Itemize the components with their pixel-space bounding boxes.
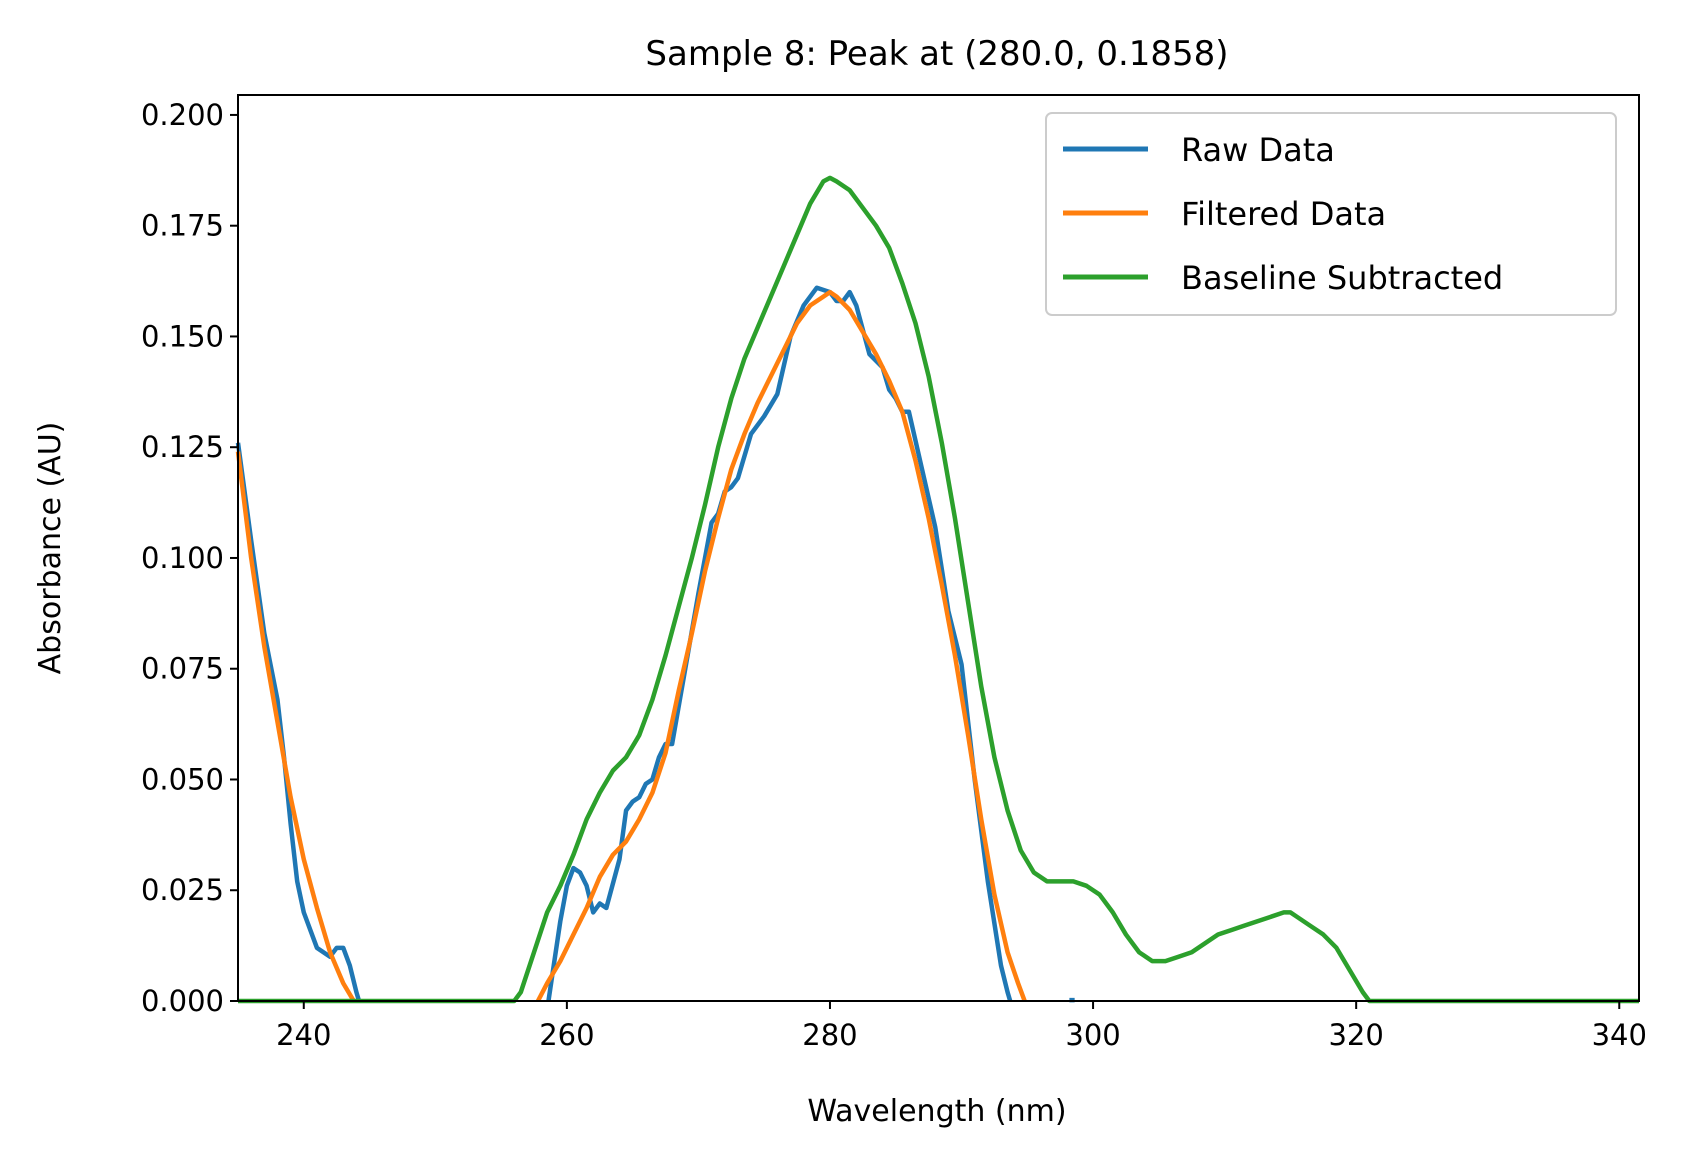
x-tick-label: 280 xyxy=(802,1018,857,1052)
x-tick-label: 320 xyxy=(1328,1018,1383,1052)
y-tick-label: 0.100 xyxy=(141,541,224,575)
series-layer xyxy=(235,175,1639,1004)
legend-box xyxy=(1045,112,1617,316)
y-tick-label: 0.175 xyxy=(141,209,224,243)
x-tick-label: 340 xyxy=(1592,1018,1647,1052)
chart-title: Sample 8: Peak at (280.0, 0.1858) xyxy=(645,34,1228,74)
y-axis-label: Absorbance (AU) xyxy=(33,422,68,675)
series-line-raw-0 xyxy=(235,442,362,1002)
x-axis-ticks: 240 260 280 300 320 340 xyxy=(276,1001,1647,1052)
legend-label-baseline: Baseline Subtracted xyxy=(1181,259,1503,297)
x-tick-label: 260 xyxy=(539,1018,594,1052)
series-line-filtered-1 xyxy=(535,289,1027,1003)
y-tick-label: 0.200 xyxy=(141,98,224,132)
y-tick-label: 0.000 xyxy=(141,984,224,1018)
legend-label-raw: Raw Data xyxy=(1181,131,1335,169)
series-line-baseline-0 xyxy=(238,175,1639,1004)
x-axis-label: Wavelength (nm) xyxy=(807,1094,1066,1129)
x-tick-label: 300 xyxy=(1065,1018,1120,1052)
y-axis-ticks: 0.000 0.025 0.050 0.075 0.100 0.125 0.150 0.175… xyxy=(141,98,238,1018)
x-tick-label: 240 xyxy=(276,1018,331,1052)
y-tick-label: 0.050 xyxy=(141,762,224,796)
y-tick-label: 0.125 xyxy=(141,430,224,464)
y-tick-label: 0.150 xyxy=(141,319,224,353)
y-tick-label: 0.075 xyxy=(141,652,224,686)
series-line-filtered-0 xyxy=(235,451,356,1003)
legend: Raw Data Filtered Data Baseline Subtract… xyxy=(1045,112,1617,316)
y-tick-label: 0.025 xyxy=(141,873,224,907)
plot-frame xyxy=(237,94,1640,1002)
series-line-raw-1 xyxy=(546,285,1013,1002)
legend-label-filtered: Filtered Data xyxy=(1181,195,1386,233)
